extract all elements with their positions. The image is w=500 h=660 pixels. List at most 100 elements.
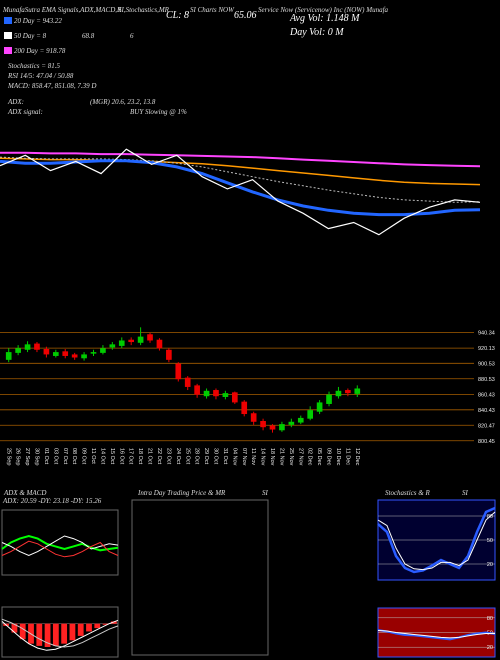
candle-body bbox=[326, 394, 332, 404]
candle-body bbox=[147, 334, 153, 341]
series-line bbox=[377, 630, 495, 639]
series-line bbox=[1, 619, 119, 651]
x-tick-label: 29 Oct bbox=[203, 448, 209, 465]
x-tick-label: 18 Oct bbox=[137, 448, 143, 465]
candle-body bbox=[81, 354, 87, 359]
histogram-bar bbox=[11, 623, 18, 633]
panel-frame bbox=[131, 499, 269, 656]
y-tick-label: 800.45 bbox=[478, 439, 495, 445]
header-text: 50 Day = 8 bbox=[14, 32, 47, 40]
x-tick-label: 11 Dec bbox=[344, 448, 350, 465]
x-tick-label: 04 Nov bbox=[231, 448, 237, 466]
candle-body bbox=[213, 390, 219, 397]
y-tick-label: 840.43 bbox=[478, 408, 495, 414]
panel-title: Stochastics & R bbox=[385, 489, 430, 497]
x-tick-label: 01 Oct bbox=[43, 448, 49, 465]
candle-body bbox=[52, 352, 59, 356]
x-tick-label: 21 Oct bbox=[147, 448, 153, 465]
series-line bbox=[1, 535, 119, 557]
histogram-bar bbox=[86, 623, 92, 632]
x-tick-label: 09 Dec bbox=[326, 448, 332, 466]
header-text: RSI 14/5: 47.04 / 50.88 bbox=[7, 72, 74, 80]
x-tick-label: 22 Oct bbox=[156, 448, 162, 465]
series-line bbox=[0, 148, 481, 236]
header-text: 68.8 bbox=[82, 32, 95, 40]
candle-body bbox=[194, 385, 200, 395]
candle-body bbox=[34, 343, 40, 350]
x-tick-label: 05 Dec bbox=[316, 448, 322, 466]
series-line bbox=[0, 157, 481, 186]
header-text: 200 Day = 918.78 bbox=[14, 47, 66, 55]
candle-body bbox=[288, 421, 295, 425]
y-tick-label: 20 bbox=[487, 562, 493, 568]
y-tick-label: 50 bbox=[487, 538, 493, 544]
header-text: Service Now (Servicenow) Inc (NOW) Munaf… bbox=[258, 6, 389, 14]
x-tick-label: 12 Dec bbox=[354, 448, 360, 466]
x-tick-label: 16 Oct bbox=[118, 448, 124, 465]
x-tick-label: 11 Nov bbox=[250, 448, 256, 465]
x-tick-label: 27 Sep bbox=[24, 448, 30, 465]
x-tick-label: 25 Oct bbox=[184, 448, 190, 465]
x-tick-label: 25 Sep bbox=[5, 448, 11, 465]
candle-body bbox=[43, 349, 50, 355]
x-tick-label: 25 Nov bbox=[288, 448, 294, 466]
y-tick-label: 900.53 bbox=[478, 361, 495, 367]
header-text: SI Charts NOW bbox=[190, 6, 235, 14]
x-tick-label: 15 Oct bbox=[109, 448, 115, 465]
series-line bbox=[377, 511, 496, 571]
x-tick-label: 09 Oct bbox=[81, 448, 87, 465]
x-tick-label: 31 Oct bbox=[222, 448, 228, 465]
y-tick-label: 860.43 bbox=[478, 392, 495, 398]
header-text: Stochastics = 81.5 bbox=[8, 62, 60, 70]
histogram-bar bbox=[110, 621, 117, 624]
candle-body bbox=[71, 354, 78, 358]
histogram-bar bbox=[102, 623, 109, 625]
x-tick-label: 28 Oct bbox=[194, 448, 200, 465]
histogram-bar bbox=[69, 623, 76, 641]
x-tick-label: 02 Dec bbox=[307, 448, 313, 466]
candle-body bbox=[15, 348, 21, 353]
header-text: CL: 8 bbox=[166, 10, 189, 21]
panel-frame bbox=[1, 606, 119, 658]
panel-frame bbox=[1, 509, 119, 576]
series-line bbox=[0, 156, 481, 203]
panel-subtitle: ADX: 20.59 -DY: 23.18 -DY: 15.26 bbox=[2, 497, 102, 505]
candle-body bbox=[5, 352, 12, 360]
histogram-bar bbox=[52, 623, 59, 646]
panel-title: Intra Day Trading Price & MR bbox=[137, 489, 226, 497]
candle-body bbox=[128, 339, 135, 343]
candle-body bbox=[156, 339, 163, 349]
candle-body bbox=[137, 336, 144, 343]
x-tick-label: 03 Oct bbox=[52, 448, 58, 465]
histogram-bar bbox=[94, 623, 101, 629]
y-tick-label: 820.47 bbox=[478, 423, 495, 429]
candle-body bbox=[203, 390, 210, 397]
x-tick-label: 18 Nov bbox=[269, 448, 275, 466]
y-tick-label: 940.34 bbox=[478, 330, 495, 336]
candle-body bbox=[354, 388, 361, 394]
x-tick-label: 30 Sep bbox=[34, 448, 40, 465]
candle-body bbox=[231, 392, 238, 403]
panel-subtitle: SI bbox=[462, 489, 469, 497]
candle-body bbox=[269, 425, 276, 430]
series-line bbox=[0, 151, 481, 168]
x-tick-label: 08 Oct bbox=[71, 448, 77, 465]
y-tick-label: 880.53 bbox=[478, 377, 495, 383]
x-tick-label: 21 Nov bbox=[278, 448, 284, 466]
x-tick-label: 17 Oct bbox=[128, 448, 134, 465]
candle-body bbox=[175, 363, 182, 380]
header-text: BUY Slowing @ 1% bbox=[130, 108, 187, 116]
x-tick-label: 14 Oct bbox=[99, 448, 105, 465]
panel-title: ADX & MACD bbox=[3, 489, 46, 497]
candle-body bbox=[241, 401, 248, 415]
series-line bbox=[1, 540, 119, 558]
histogram-bar bbox=[19, 623, 26, 640]
x-tick-label: 10 Dec bbox=[335, 448, 341, 466]
header-text: SI,Stochastics,MR bbox=[118, 6, 170, 14]
series-line bbox=[377, 506, 496, 574]
candle-body bbox=[100, 348, 106, 353]
x-tick-label: 24 Oct bbox=[175, 448, 181, 465]
x-tick-label: 14 Nov bbox=[260, 448, 266, 466]
candle-body bbox=[335, 390, 342, 397]
candle-body bbox=[297, 417, 304, 423]
